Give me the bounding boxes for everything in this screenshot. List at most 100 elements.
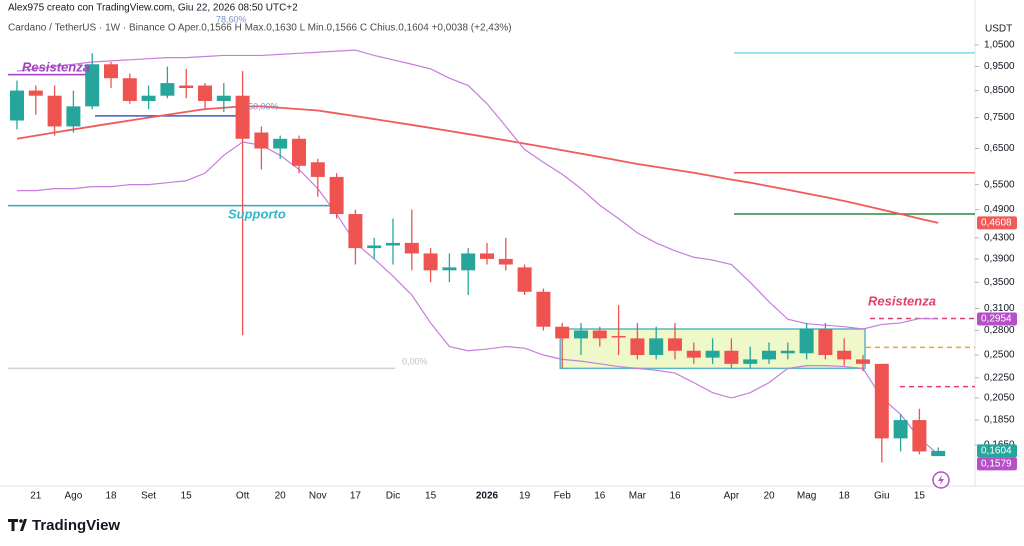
x-tick-label: Dic [386, 491, 400, 502]
y-tick-label: 0,9500 [984, 61, 1015, 72]
price-label: 0,1604 [981, 446, 1012, 457]
logo-text: TradingView [32, 517, 120, 534]
candle-body [611, 335, 626, 338]
candle-body [893, 420, 908, 439]
candle-body [198, 85, 212, 101]
candle-body [649, 338, 664, 356]
y-tick-label: 0,3900 [984, 254, 1015, 265]
candle-body [574, 330, 588, 339]
price-label: 0,4608 [981, 218, 1012, 229]
candle-body [743, 359, 758, 364]
y-tick-label: 0,4300 [984, 232, 1015, 243]
y-tick-label: 0,2050 [984, 393, 1015, 404]
x-tick-label: 16 [594, 491, 606, 502]
candle-body [273, 138, 288, 149]
indicator-line [16, 49, 939, 330]
candle-body [517, 267, 532, 292]
candle-body [818, 328, 833, 356]
x-tick-label: 18 [105, 491, 117, 502]
candle-body [367, 245, 382, 249]
candle-body [630, 338, 645, 356]
annotation: 50,00% [248, 101, 279, 111]
y-tick-label: 0,7500 [984, 112, 1015, 123]
candle-body [216, 95, 231, 101]
candle-body [179, 85, 194, 89]
y-tick-label: 0,1850 [984, 415, 1015, 426]
x-tick-label: 15 [425, 491, 437, 502]
candle-body [10, 90, 24, 121]
price-label-bg [977, 216, 1017, 230]
candle-body [724, 350, 739, 364]
x-tick-label: Feb [554, 491, 572, 502]
x-tick-label: 17 [350, 491, 362, 502]
candle-body [329, 176, 344, 215]
candle-body [423, 253, 438, 271]
candle-body [931, 450, 946, 457]
candle-body [442, 267, 457, 271]
candle-body [705, 350, 720, 358]
y-axis-label: USDT [985, 24, 1012, 35]
x-tick-label: 16 [669, 491, 681, 502]
x-tick-label: Mar [629, 491, 647, 502]
x-tick-label: 21 [30, 491, 42, 502]
candle-body [292, 138, 306, 166]
x-tick-label: 20 [275, 491, 287, 502]
x-tick-label: Ott [236, 491, 250, 502]
candle-body [874, 363, 889, 439]
annotation: Supporto [228, 206, 286, 221]
x-tick-label: 19 [519, 491, 531, 502]
y-tick-label: 0,3500 [984, 277, 1015, 288]
legend: Cardano / TetherUS · 1W · Binance O Aper… [8, 23, 512, 34]
candle-body [686, 350, 701, 358]
candle-body [799, 328, 814, 354]
candle-body [310, 162, 325, 177]
annotation: Resistenza [22, 59, 90, 74]
candle-body [780, 350, 795, 354]
annotation: Resistenza [868, 293, 936, 308]
candle-body [348, 214, 363, 249]
x-tick-label: 15 [914, 491, 926, 502]
x-tick-label: Nov [309, 491, 327, 502]
candle-body [85, 64, 100, 107]
candle-body [480, 253, 494, 259]
candle-body [668, 338, 682, 351]
price-label: 0,1579 [981, 459, 1012, 470]
x-tick-label: Set [141, 491, 156, 502]
x-tick-label: Giu [874, 491, 890, 502]
candle-body [592, 330, 607, 339]
candle-body [28, 90, 43, 96]
price-label-bg [977, 444, 1017, 458]
candle-body [837, 350, 852, 360]
x-tick-label: 2026 [476, 491, 499, 502]
y-tick-label: 1,0500 [984, 40, 1015, 51]
candle-body [254, 132, 269, 149]
candle-body [856, 359, 870, 364]
candle-body [912, 420, 927, 452]
credit: Alex975 creato con TradingView.com, Giu … [8, 3, 298, 14]
candle-body [47, 95, 62, 127]
y-tick-label: 0,2800 [984, 325, 1015, 336]
candle-body [404, 242, 419, 254]
logo [8, 519, 27, 531]
x-tick-label: 20 [763, 491, 775, 502]
candle-body [235, 95, 250, 139]
y-tick-label: 0,6500 [984, 143, 1015, 154]
y-tick-label: 0,2500 [984, 350, 1015, 361]
candle-body [66, 106, 81, 127]
candle-body [555, 326, 570, 339]
candle-body [498, 258, 513, 265]
candle-body [762, 350, 776, 360]
candle-body [461, 253, 476, 271]
price-label-bg [977, 312, 1017, 326]
x-tick-label: Ago [65, 491, 83, 502]
price-label: 0,2954 [981, 314, 1012, 325]
price-label-bg [977, 457, 1017, 471]
candle-body [386, 242, 400, 246]
y-tick-label: 0,3100 [984, 303, 1015, 314]
annotation: 78,60% [216, 14, 247, 24]
candle-body [536, 291, 551, 327]
y-tick-label: 0,2250 [984, 372, 1015, 383]
x-tick-label: Apr [724, 491, 740, 502]
